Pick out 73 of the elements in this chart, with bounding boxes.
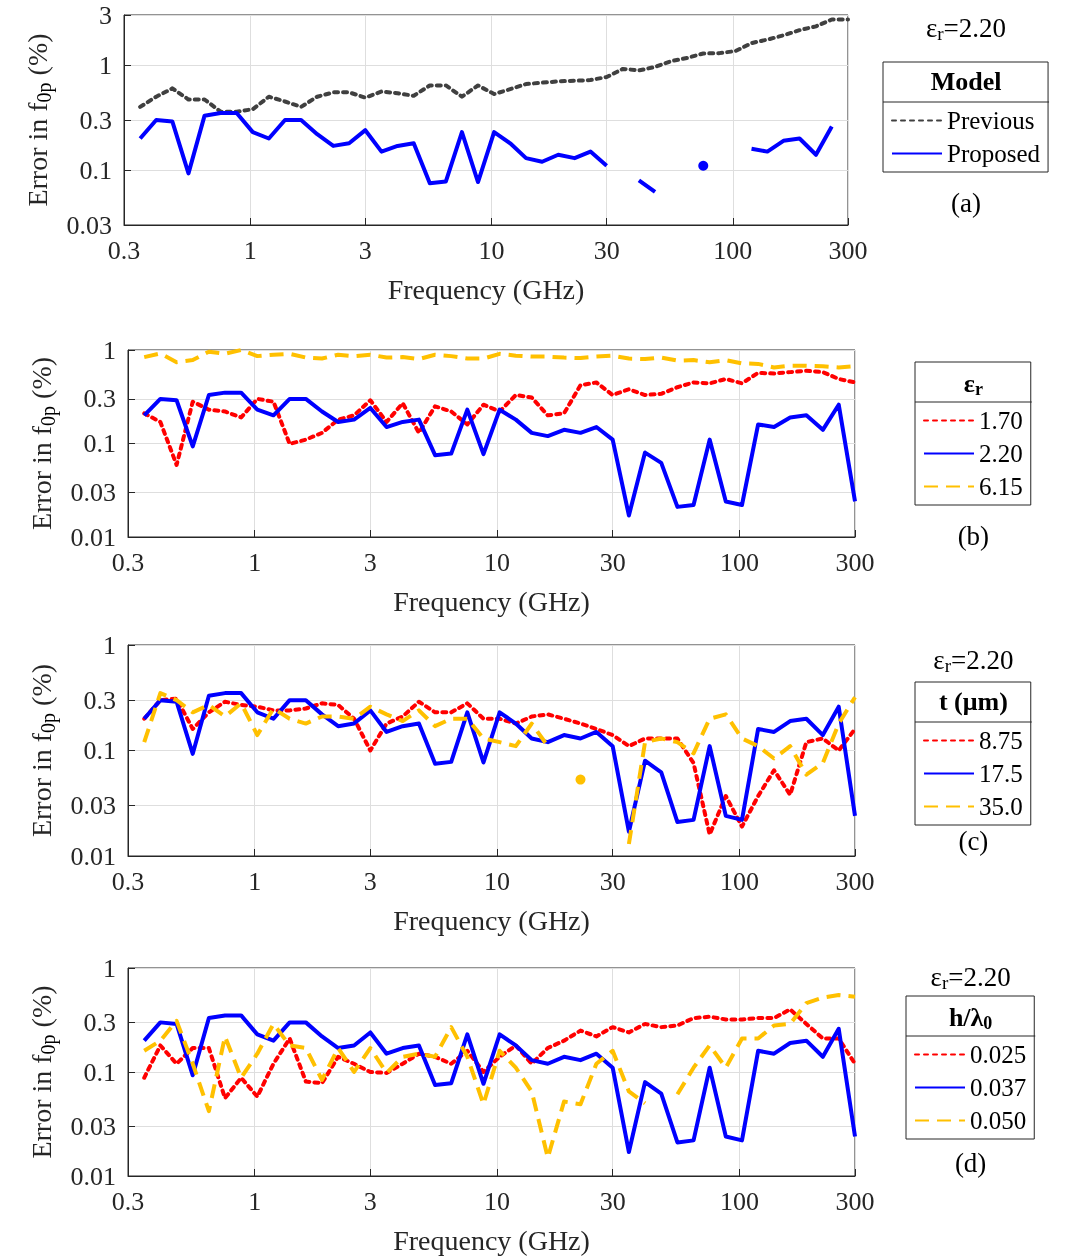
legend-label: 2.20: [979, 440, 1023, 467]
y-tick-label: 0.03: [70, 791, 116, 821]
x-axis-title: Frequency (GHz): [393, 585, 590, 617]
y-tick-label: 0.3: [83, 384, 116, 414]
legend-label: Previous: [947, 107, 1035, 134]
y-tick-label: 3: [99, 0, 112, 30]
x-tick-label: 30: [593, 235, 620, 265]
x-tick-label: 10: [484, 1186, 511, 1216]
x-tick-label: 100: [719, 547, 759, 577]
x-tick-label: 300: [835, 547, 875, 577]
legend-label: 0.025: [970, 1041, 1027, 1068]
legend-label: 0.050: [970, 1107, 1027, 1134]
text: (d): [954, 1147, 987, 1178]
x-tick-label: 1: [248, 1186, 262, 1216]
x-tick-label: 100: [719, 866, 759, 896]
x-tick-label: 3: [363, 547, 377, 577]
x-tick-label: 1: [248, 866, 262, 896]
x-tick-label: 3: [363, 1186, 377, 1216]
y-tick-label: 0.03: [70, 477, 116, 507]
x-tick-label: 100: [719, 1186, 759, 1216]
y-axis-title: Error in f0p (%): [26, 356, 60, 531]
y-tick-label: 1: [103, 335, 116, 365]
x-tick-label: 1: [248, 547, 262, 577]
legend-label: Proposed: [947, 140, 1041, 167]
y-tick-label: 1: [103, 953, 116, 983]
x-tick-label: 1: [243, 235, 257, 265]
line-series: [142, 390, 857, 518]
x-tick-label: 300: [835, 866, 875, 896]
x-tick-label: 10: [484, 866, 511, 896]
y-tick-label: 1: [103, 630, 116, 660]
legend-label: 0.037: [970, 1074, 1027, 1101]
x-tick-label: 30: [599, 547, 626, 577]
x-tick-label: 3: [358, 235, 372, 265]
y-tick-label: 0.03: [70, 1111, 116, 1141]
x-tick-label: 300: [828, 235, 868, 265]
y-axis-title: Error in f0p (%): [22, 33, 56, 207]
y-tick-label: 0.03: [66, 210, 112, 240]
x-axis-title: Frequency (GHz): [393, 904, 590, 936]
legend-label: 17.5: [979, 760, 1023, 787]
legend-title: t (μm): [938, 686, 1008, 716]
y-tick-label: 0.01: [70, 522, 116, 552]
y-tick-label: 0.1: [83, 1057, 116, 1087]
legend-title: Model: [930, 66, 1002, 96]
line-series: [142, 1007, 857, 1101]
y-tick-label: 0.3: [83, 685, 116, 715]
line-series: [138, 17, 850, 114]
y-tick-label: 0.3: [83, 1007, 116, 1037]
x-axis-title: Frequency (GHz): [393, 1224, 590, 1256]
legend-label: 35.0: [979, 793, 1023, 820]
y-tick-label: 0.1: [83, 429, 116, 458]
y-tick-label: 0.1: [79, 155, 112, 185]
y-tick-label: 0.01: [70, 1161, 116, 1191]
x-tick-label: 300: [835, 1186, 875, 1216]
y-tick-label: 1: [99, 50, 112, 80]
x-tick-label: 30: [599, 866, 626, 896]
y-axis-title: Error in f0p (%): [26, 663, 60, 838]
line-series: [142, 368, 857, 467]
y-tick-label: 0.3: [79, 105, 112, 135]
x-tick-label: 100: [713, 235, 753, 265]
y-tick-label: 0.01: [70, 841, 116, 871]
text: (c): [958, 825, 989, 856]
y-axis-title: Error in f0p (%): [26, 985, 60, 1159]
text: (a): [951, 187, 982, 218]
legend-label: 8.75: [979, 727, 1023, 754]
legend-label: 1.70: [979, 407, 1023, 434]
x-tick-label: 3: [363, 866, 377, 896]
x-tick-label: 30: [599, 1186, 626, 1216]
x-tick-label: 10: [484, 547, 511, 577]
legend-label: 6.15: [979, 473, 1023, 500]
text: (b): [957, 520, 990, 551]
x-axis-title: Frequency (GHz): [387, 273, 585, 305]
x-tick-label: 10: [478, 235, 505, 265]
y-tick-label: 0.1: [83, 736, 116, 765]
